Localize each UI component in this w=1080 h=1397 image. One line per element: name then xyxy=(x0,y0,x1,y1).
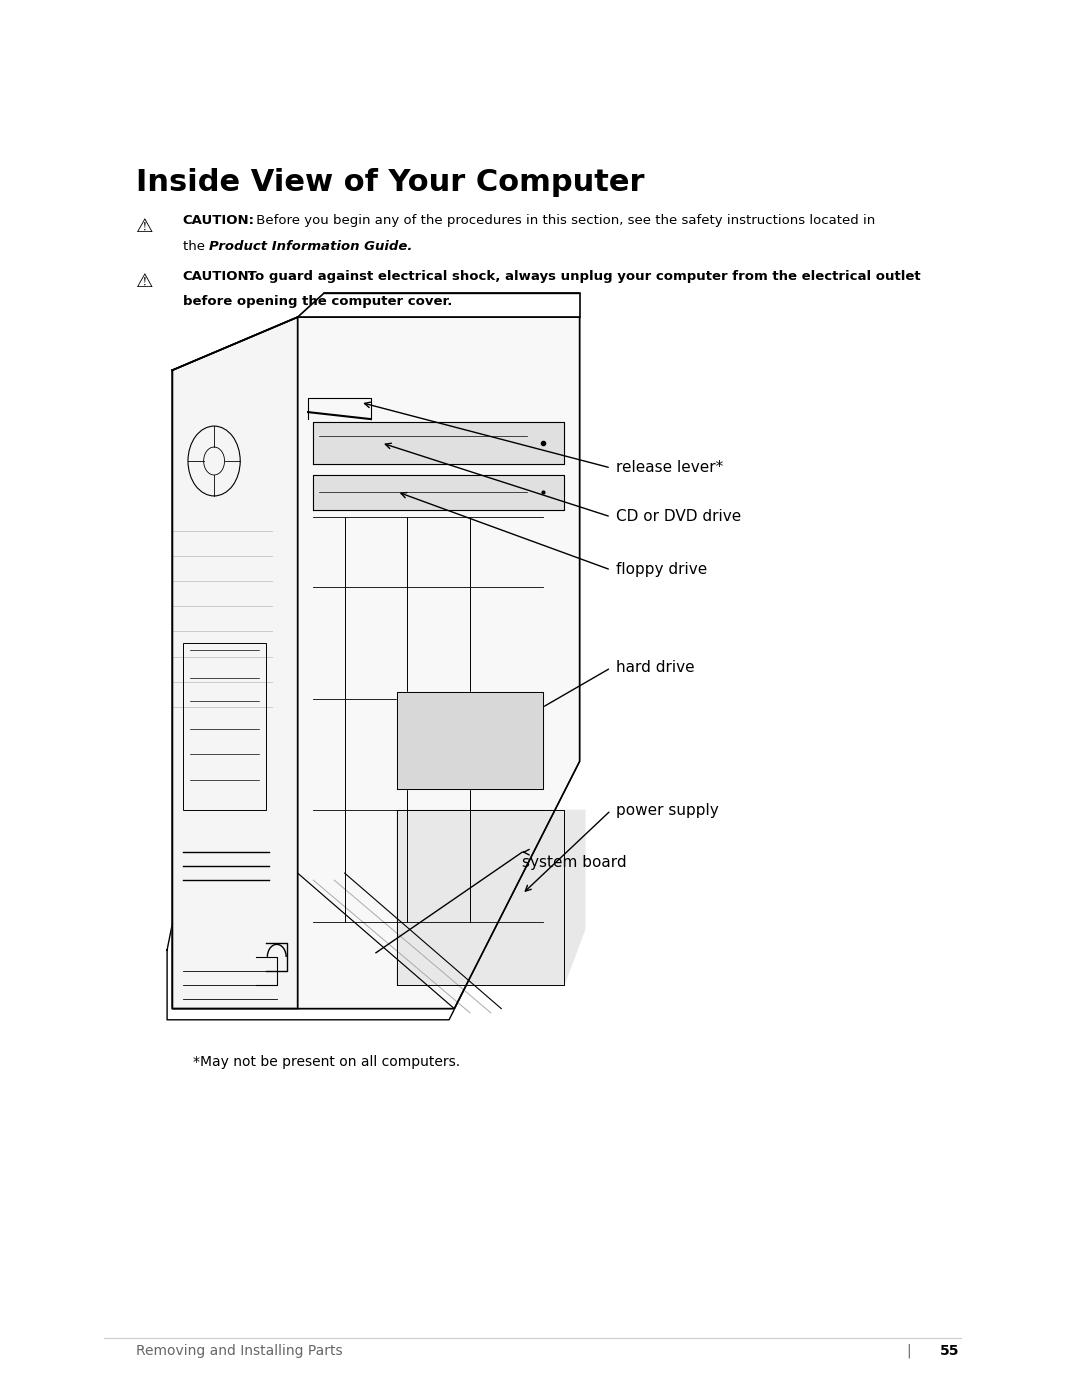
Text: |: | xyxy=(906,1344,910,1358)
Text: To guard against electrical shock, always unplug your computer from the electric: To guard against electrical shock, alway… xyxy=(243,270,921,282)
Text: the: the xyxy=(183,240,210,253)
Text: CAUTION:: CAUTION: xyxy=(183,214,255,226)
Polygon shape xyxy=(298,317,580,1009)
Text: CAUTION:: CAUTION: xyxy=(183,270,255,282)
Text: release lever*: release lever* xyxy=(617,461,724,475)
Text: Before you begin any of the procedures in this section, see the safety instructi: Before you begin any of the procedures i… xyxy=(253,214,876,226)
Text: floppy drive: floppy drive xyxy=(617,563,707,577)
Polygon shape xyxy=(396,692,543,789)
Text: 55: 55 xyxy=(940,1344,959,1358)
Polygon shape xyxy=(313,475,564,510)
Text: Product Information Guide.: Product Information Guide. xyxy=(208,240,413,253)
Polygon shape xyxy=(396,810,585,985)
Text: Inside View of Your Computer: Inside View of Your Computer xyxy=(136,168,645,197)
Text: hard drive: hard drive xyxy=(617,661,694,675)
Text: before opening the computer cover.: before opening the computer cover. xyxy=(183,295,453,307)
Polygon shape xyxy=(173,317,298,1009)
Text: power supply: power supply xyxy=(617,803,719,817)
Text: CD or DVD drive: CD or DVD drive xyxy=(617,510,741,524)
Text: *May not be present on all computers.: *May not be present on all computers. xyxy=(193,1055,460,1069)
Polygon shape xyxy=(313,422,564,464)
Text: ⚠: ⚠ xyxy=(136,272,153,292)
Text: system board: system board xyxy=(522,855,626,870)
Text: Removing and Installing Parts: Removing and Installing Parts xyxy=(136,1344,342,1358)
Text: ⚠: ⚠ xyxy=(136,217,153,236)
